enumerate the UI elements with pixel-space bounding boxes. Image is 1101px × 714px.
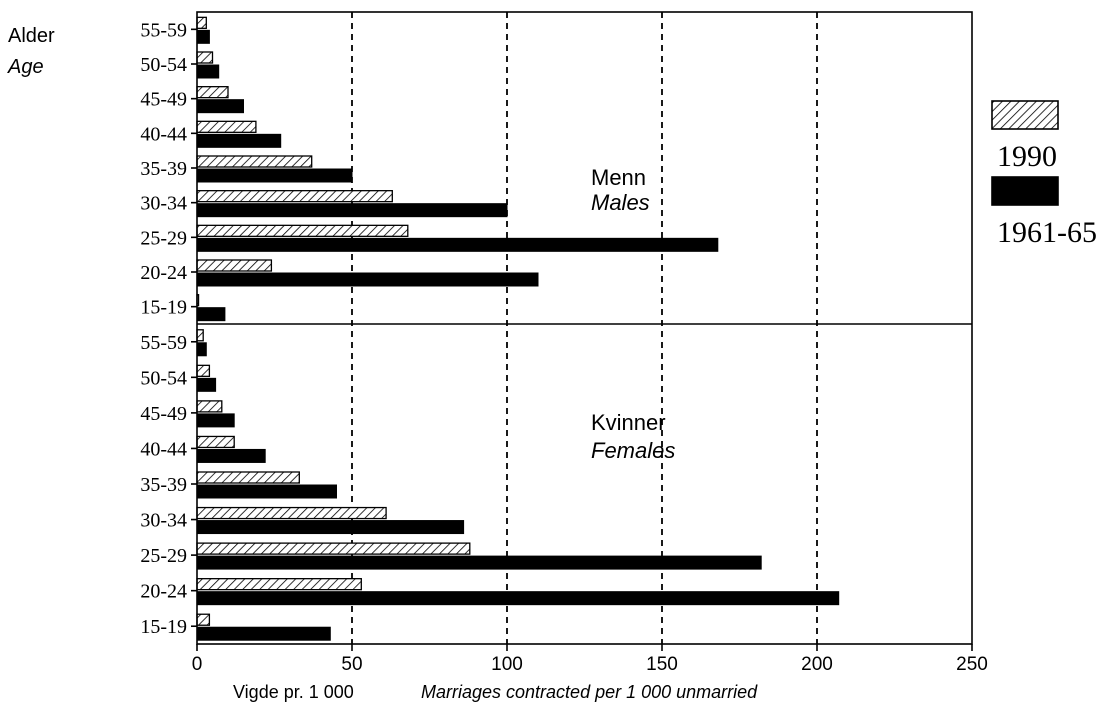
bar-1990 (196, 329, 204, 342)
age-category-label: 40-44 (140, 438, 187, 460)
bar-1990 (196, 120, 257, 133)
bar-1961-65 (196, 168, 353, 183)
age-category-label: 25-29 (140, 227, 187, 249)
bar-1961-65 (196, 377, 217, 392)
bar-1990 (196, 51, 214, 64)
panel-label-females-english: Females (591, 438, 675, 463)
bar-1990 (196, 542, 471, 555)
age-category-label: 15-19 (140, 297, 187, 319)
bar-1961-65 (196, 237, 719, 252)
bar-1990 (196, 155, 313, 168)
legend-label-1961-65: 1961-65 (997, 216, 1097, 249)
bar-1990 (196, 224, 409, 237)
age-category-label: 35-39 (140, 474, 187, 496)
age-category-label: 45-49 (140, 89, 187, 111)
bar-1961-65 (196, 307, 226, 322)
bar-1961-65 (196, 448, 266, 463)
age-category-label: 55-59 (140, 332, 187, 354)
age-label-english: Age (7, 56, 44, 78)
x-tick-label: 150 (646, 654, 678, 675)
bar-1961-65 (196, 133, 282, 148)
bar-1961-65 (196, 555, 762, 570)
x-axis-label-norwegian: Vigde pr. 1 000 (233, 682, 354, 702)
x-axis-ticks: 0 50 100 150 200 250 (192, 644, 988, 675)
bar-1961-65 (196, 272, 539, 287)
bar-1990 (196, 400, 223, 413)
panel-label-males-norwegian: Menn (591, 165, 646, 190)
bar-1961-65 (196, 203, 508, 218)
panel-label-males-english: Males (591, 190, 650, 215)
bar-1990 (196, 471, 300, 484)
bar-1961-65 (196, 520, 465, 535)
bar-1990 (196, 190, 393, 203)
bars (196, 16, 840, 641)
bar-1990 (196, 16, 207, 29)
bar-1961-65 (196, 591, 840, 606)
bar-1961-65 (196, 342, 207, 357)
bar-1961-65 (196, 626, 331, 641)
bar-1961-65 (196, 99, 244, 114)
legend: 1990 1961-65 (991, 100, 1097, 249)
legend-swatch-1990 (991, 100, 1059, 130)
bar-1961-65 (196, 484, 337, 499)
category-labels: 55-59 50-54 45-49 40-44 35-39 30-34 25-29 20-24… (140, 19, 197, 638)
age-category-label: 20-24 (140, 262, 187, 284)
age-category-label: 35-39 (140, 158, 187, 180)
legend-swatch-1961-65 (991, 176, 1059, 206)
age-category-label: 55-59 (140, 19, 187, 41)
x-tick-label: 0 (192, 654, 203, 675)
bar-1990 (196, 259, 273, 272)
x-tick-label: 200 (801, 654, 833, 675)
bar-1990 (196, 364, 211, 377)
x-tick-label: 50 (341, 654, 362, 675)
plot-frame (196, 11, 973, 645)
bar-1990 (196, 435, 235, 449)
legend-label-1990: 1990 (997, 140, 1057, 173)
age-category-label: 20-24 (140, 581, 187, 603)
panel-label-females-norwegian: Kvinner (591, 410, 666, 435)
bar-1961-65 (196, 29, 210, 44)
age-category-label: 30-34 (140, 193, 187, 215)
bar-1990 (196, 506, 387, 520)
x-axis-label-english: Marriages contracted per 1 000 unmarried (421, 682, 758, 702)
age-category-label: 25-29 (140, 545, 187, 567)
bar-1961-65 (196, 64, 220, 79)
bar-1961-65 (196, 413, 235, 428)
age-category-label: 15-19 (140, 616, 187, 638)
bar-1990 (196, 613, 211, 626)
age-category-label: 40-44 (140, 123, 187, 145)
age-label-norwegian: Alder (8, 25, 55, 47)
age-category-label: 50-54 (140, 54, 187, 76)
x-tick-label: 250 (956, 654, 988, 675)
bar-1990 (196, 578, 362, 591)
age-category-label: 45-49 (140, 403, 187, 425)
age-category-label: 30-34 (140, 510, 187, 532)
bar-1990 (196, 86, 229, 99)
x-tick-label: 100 (491, 654, 523, 675)
age-category-label: 50-54 (140, 367, 187, 389)
